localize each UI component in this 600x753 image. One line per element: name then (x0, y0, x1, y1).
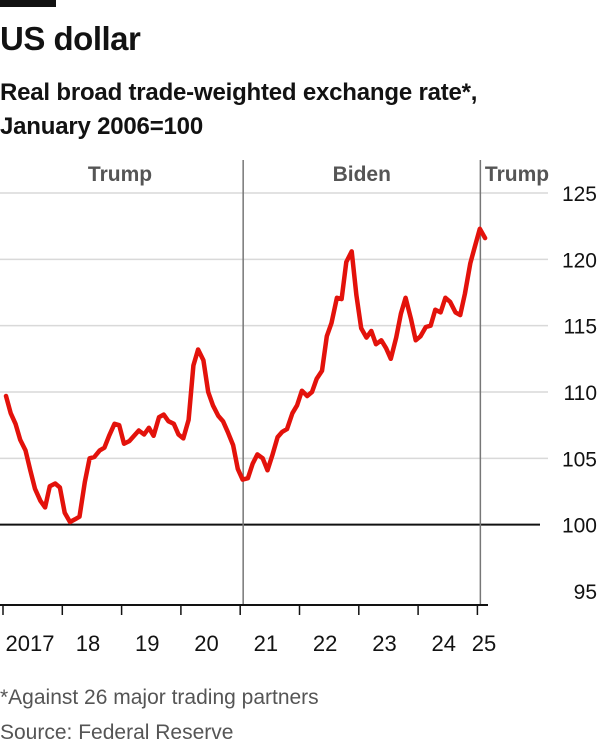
x-tick-label-23: 23 (372, 631, 396, 656)
y-tick-label-100: 100 (562, 515, 597, 538)
x-tick-label-24: 24 (432, 631, 456, 656)
x-tick-label-20: 20 (194, 631, 218, 656)
x-tick-label-19: 19 (135, 631, 159, 656)
chart-subtitle: Real broad trade-weighted exchange rate*… (0, 76, 590, 144)
subtitle-line-1: Real broad trade-weighted exchange rate*… (0, 79, 478, 106)
x-tick-label-22: 22 (313, 631, 337, 656)
y-tick-label-125: 125 (562, 183, 597, 206)
line-chart: Trump Biden Trump 2017 18 19 20 21 22 23 24 25 95 1… (0, 160, 597, 656)
y-tick-label-115: 115 (564, 316, 597, 339)
period-label-biden-1: Biden (333, 163, 391, 186)
gridlines (0, 192, 548, 526)
x-axis: 2017 18 19 20 21 22 23 24 25 (0, 604, 496, 656)
series-line-0 (3, 226, 488, 525)
x-tick-label-18: 18 (76, 631, 100, 656)
subtitle-line-2: January 2006=100 (0, 113, 203, 140)
source-note: Source: Federal Reserve (0, 721, 234, 744)
y-tick-label-105: 105 (562, 448, 597, 471)
x-tick-label-25: 25 (472, 631, 496, 656)
period-markers: Trump Biden Trump (88, 160, 549, 604)
period-label-trump-2: Trump (485, 163, 549, 186)
footnote: *Against 26 major trading partners (0, 686, 319, 709)
y-tick-label-95: 95 (574, 581, 597, 604)
chart-title: US dollar (0, 20, 141, 57)
brand-bar (0, 0, 56, 7)
y-tick-label-120: 120 (562, 249, 597, 272)
y-tick-label-110: 110 (564, 382, 597, 405)
x-tick-label-21: 21 (254, 631, 278, 656)
x-tick-label-2017: 2017 (6, 631, 55, 656)
series-layer (3, 226, 488, 525)
period-label-trump-0: Trump (88, 163, 152, 186)
y-axis-labels: 95 100 105 110 115 120 125 (562, 183, 597, 604)
